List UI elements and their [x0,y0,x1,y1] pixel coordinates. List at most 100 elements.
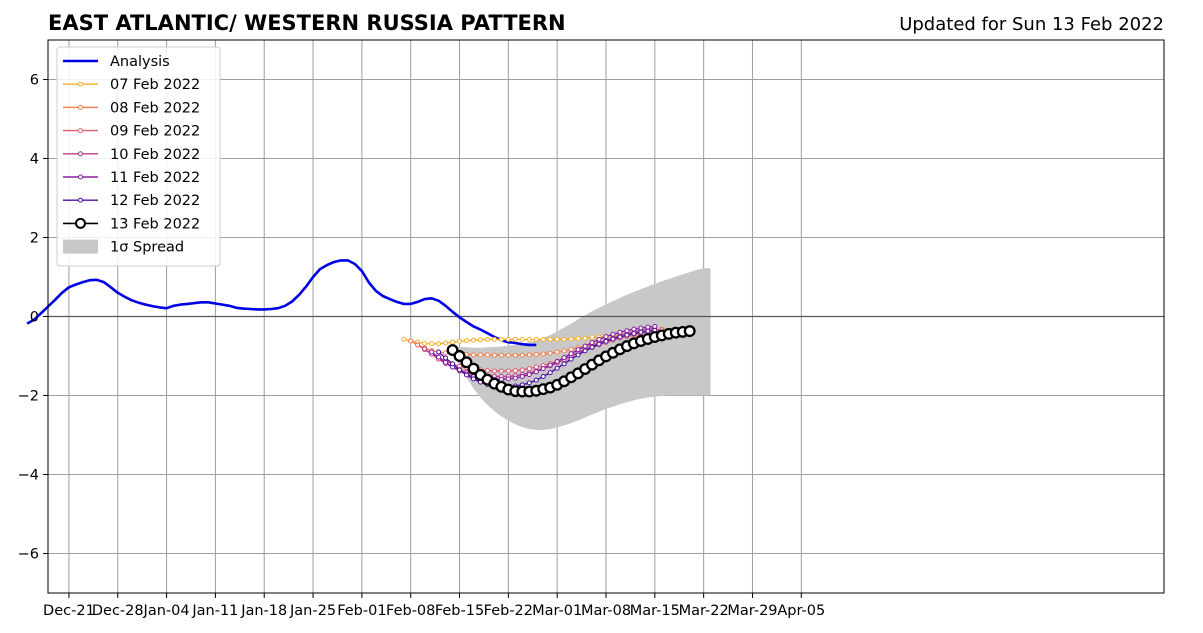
forecast-point [568,351,574,357]
legend-swatch-marker [78,81,83,87]
forecast-point [436,341,442,347]
legend-swatch-marker [78,174,83,180]
forecast-point [540,374,546,380]
legend-label: 07 Feb 2022 [110,77,200,93]
forecast-point [547,370,553,376]
forecast-point [575,352,581,358]
forecast-point [575,336,581,342]
forecast-point [526,366,532,372]
forecast-point [533,364,539,370]
forecast-point [603,338,609,344]
forecast-point [561,361,567,367]
legend: Analysis 07 Feb 2022 08 Feb 2022 09 Feb 202… [56,46,221,267]
forecast-point [464,338,469,344]
forecast-point [554,336,560,342]
legend-label: 12 Feb 2022 [110,193,200,209]
forecast-point [561,348,567,354]
forecast-point [645,328,651,334]
forecast-point [652,323,658,329]
forecast-point [540,351,546,357]
latest-forecast-point [467,362,480,375]
forecast-point [547,350,553,356]
x-tick-label: Apr-05 [777,603,825,619]
forecast-point [498,376,504,382]
x-tick-label: Dec-21 [43,603,95,619]
forecast-point [638,325,644,331]
forecast-point [540,336,546,342]
forecast-point [401,336,407,342]
forecast-point [554,349,560,355]
legend-swatch-marker [78,151,83,157]
forecast-point [519,374,525,380]
legend-label: 09 Feb 2022 [110,124,200,140]
legend-label: 1σ Spread [110,240,184,256]
forecast-point [470,337,476,343]
forecast-point [484,336,490,342]
forecast-point [512,375,518,381]
legend-swatch-marker [78,128,83,134]
forecast-point [470,352,476,358]
forecast-point [505,352,511,358]
forecast-point [533,336,539,342]
forecast-point [512,352,518,358]
forecast-point [443,340,449,346]
forecast-point [408,338,414,344]
forecast-point [436,354,442,360]
forecast-point [631,330,637,336]
forecast-point [429,349,435,355]
forecast-point [512,336,518,342]
y-tick-label: 4 [30,152,39,168]
y-tick-label: −6 [18,547,39,563]
forecast-point [450,361,456,367]
forecast-point [457,338,463,344]
forecast-point [526,372,532,378]
spread-area [452,268,711,430]
x-tick-label: Feb-08 [386,603,435,619]
x-tick-label: Jan-18 [240,603,287,619]
legend-swatch-spread [63,239,98,254]
forecast-point [477,352,483,358]
forecast-point [457,367,463,373]
forecast-point [596,341,602,347]
y-tick-label: 6 [30,73,39,89]
forecast-point [519,352,525,358]
forecast-point [547,336,553,342]
x-tick-label: Jan-04 [143,603,190,619]
forecast-point [596,336,602,342]
forecast-point [568,346,574,352]
forecast-point [568,356,574,362]
forecast-point [631,326,637,332]
y-tick-label: −2 [18,389,39,405]
forecast-point [533,351,539,357]
forecast-point [491,352,497,358]
forecast-point [540,366,546,372]
forecast-point [443,359,449,365]
forecast-point [484,368,490,374]
forecast-point [610,336,616,342]
forecast-point [582,335,588,341]
forecast-point [422,346,428,352]
forecast-point [603,334,609,340]
latest-forecast-point [460,356,473,369]
spread-band [452,268,711,430]
analysis-line [26,259,537,347]
forecast-point [589,344,595,350]
forecast-point [589,340,595,346]
legend-swatch-marker [75,217,86,229]
forecast-point [498,352,504,358]
forecast-point [498,336,504,342]
forecast-point [561,355,567,361]
x-tick-label: Mar-08 [581,603,631,619]
forecast-point [617,329,623,335]
forecast-point [519,367,525,373]
chart-subtitle: Updated for Sun 13 Feb 2022 [899,14,1164,35]
forecast-point [443,355,449,361]
forecast-point [505,368,511,374]
legend-label: 11 Feb 2022 [110,170,200,186]
legend-label: Analysis [110,54,170,70]
forecast-point [505,336,511,342]
analysis-series [26,259,537,347]
forecast-point [505,376,511,382]
